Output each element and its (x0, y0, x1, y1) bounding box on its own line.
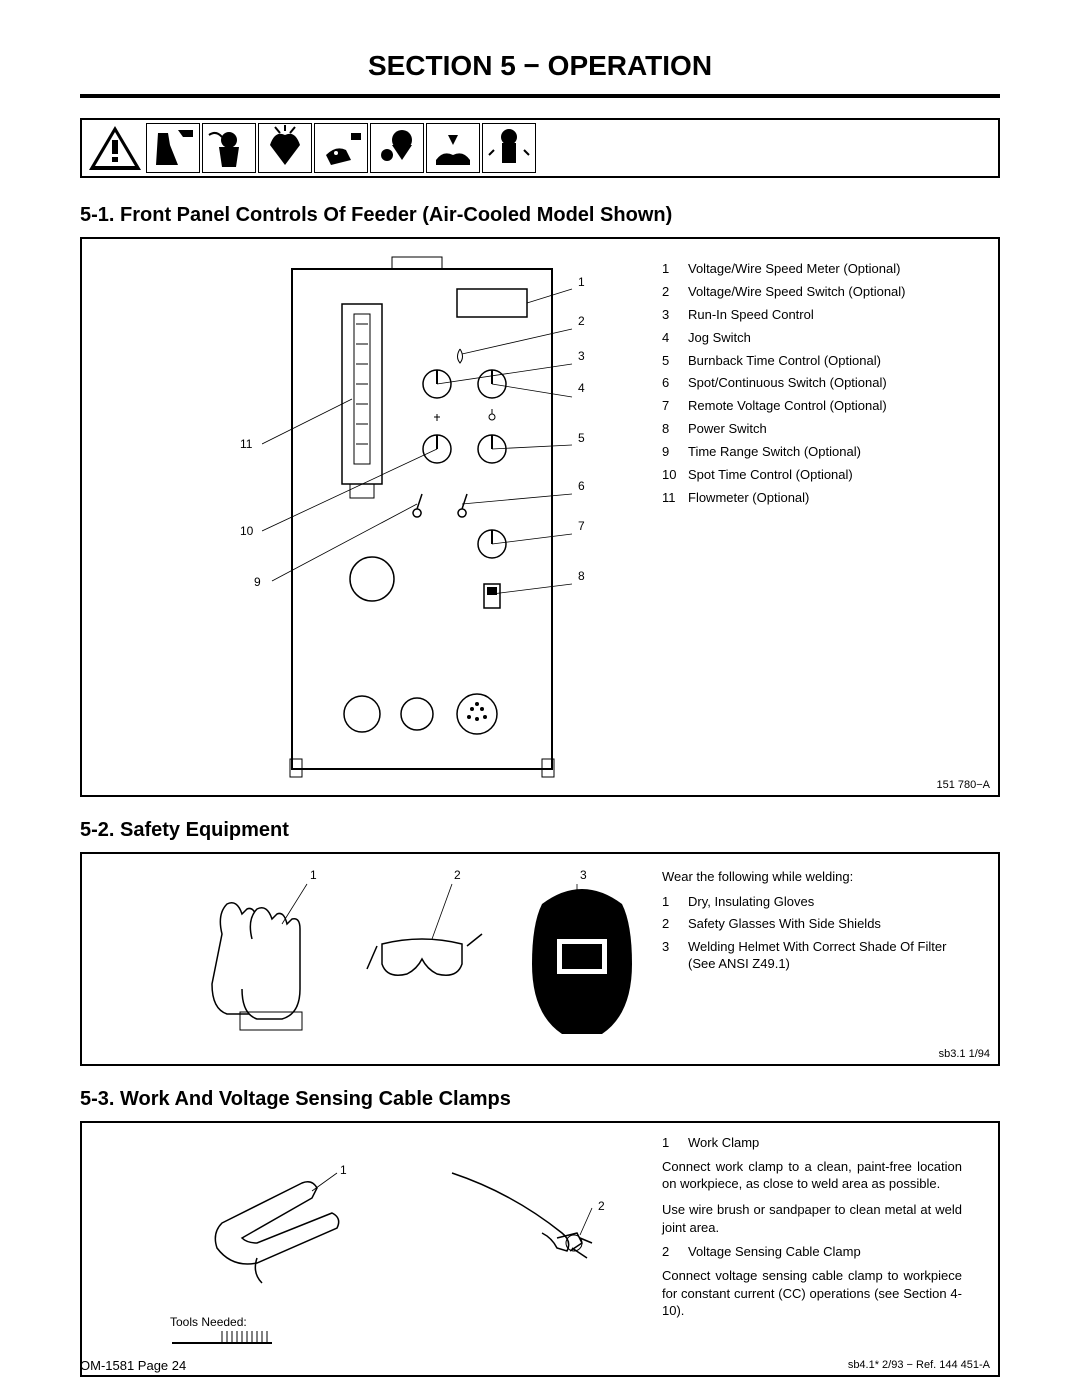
hazard-icon-4 (314, 123, 368, 173)
callout-2: 2 (578, 314, 585, 328)
hazard-icon-5 (370, 123, 424, 173)
section-title: SECTION 5 − OPERATION (80, 50, 1000, 82)
figure-5-2-legend: Wear the following while welding: 1Dry, … (662, 868, 962, 979)
safety-equipment-drawing (182, 864, 642, 1054)
figure-5-1: 1 2 3 4 5 6 7 8 11 10 9 1Voltage/Wire Sp… (80, 237, 1000, 797)
figure-5-2: 1 2 3 Wear the following while welding: … (80, 852, 1000, 1066)
callout-1: 1 (578, 275, 585, 289)
callout-11: 11 (240, 437, 252, 451)
figure-5-3-legend: 1Work Clamp Connect work clamp to a clea… (662, 1135, 962, 1328)
callout-5: 5 (578, 431, 585, 445)
callout-8: 8 (578, 569, 585, 583)
subsection-5-2-heading: 5-2. Safety Equipment (80, 819, 1000, 842)
hazard-icon-1 (146, 123, 200, 173)
hazard-icon-2 (202, 123, 256, 173)
figure-5-3: 1 2 Tools Needed: 1Work Clamp Connect wo… (80, 1121, 1000, 1377)
callout-9: 9 (254, 575, 261, 589)
page-footer: OM-1581 Page 24 (80, 1358, 186, 1373)
title-rule (80, 94, 1000, 98)
callout-10: 10 (240, 524, 253, 538)
callout-1: 1 (310, 868, 317, 882)
callout-4: 4 (578, 381, 585, 395)
feeder-panel-drawing (262, 249, 582, 789)
callout-3: 3 (578, 349, 585, 363)
figure-5-1-legend: 1Voltage/Wire Speed Meter (Optional) 2Vo… (662, 261, 962, 513)
warning-icon-row (80, 118, 1000, 178)
callout-6: 6 (578, 479, 585, 493)
callout-7: 7 (578, 519, 585, 533)
hazard-icon-6 (426, 123, 480, 173)
warning-triangle-icon (86, 123, 144, 173)
subsection-5-3-heading: 5-3. Work And Voltage Sensing Cable Clam… (80, 1088, 1000, 1111)
callout-1: 1 (340, 1163, 347, 1177)
callout-3: 3 (580, 868, 587, 882)
figure-5-2-ref: sb3.1 1/94 (939, 1048, 990, 1060)
cable-clamps-drawing (162, 1143, 642, 1363)
callout-2: 2 (454, 868, 461, 882)
subsection-5-1-heading: 5-1. Front Panel Controls Of Feeder (Air… (80, 204, 1000, 227)
tools-needed-label: Tools Needed: (170, 1315, 247, 1329)
figure-5-1-ref: 151 780−A (936, 779, 990, 791)
callout-2: 2 (598, 1199, 605, 1213)
hazard-icon-3 (258, 123, 312, 173)
figure-5-3-ref: sb4.1* 2/93 − Ref. 144 451-A (848, 1359, 990, 1371)
hazard-icon-7 (482, 123, 536, 173)
